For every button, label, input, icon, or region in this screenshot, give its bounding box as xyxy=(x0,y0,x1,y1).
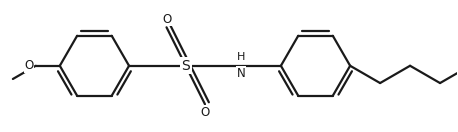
Text: S: S xyxy=(181,59,190,73)
Text: N: N xyxy=(237,67,245,80)
Text: O: O xyxy=(200,106,210,119)
Text: H: H xyxy=(237,52,245,62)
Text: O: O xyxy=(25,59,34,72)
Text: O: O xyxy=(162,13,171,26)
